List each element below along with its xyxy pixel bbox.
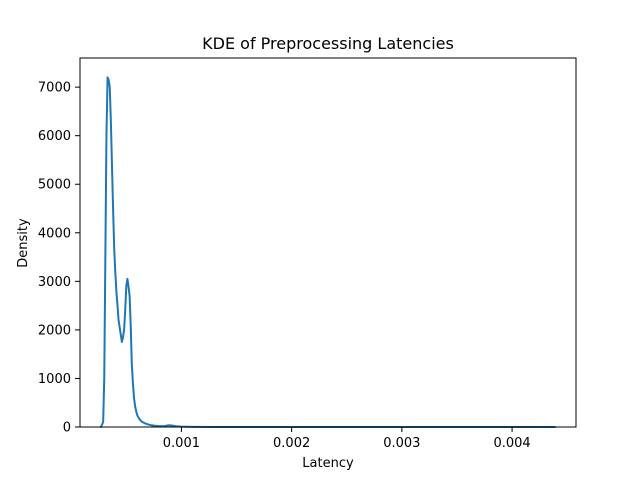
y-tick-label: 3000 xyxy=(38,275,71,290)
y-axis-label: Density xyxy=(16,218,31,268)
y-tick-label: 7000 xyxy=(38,81,71,96)
y-tick-label: 0 xyxy=(63,421,71,436)
x-axis: 0.001 0.002 0.003 0.004 xyxy=(163,427,531,451)
y-tick-label: 1000 xyxy=(38,372,71,387)
y-tick-label: 2000 xyxy=(38,323,71,338)
chart-title: KDE of Preprocessing Latencies xyxy=(202,34,454,53)
x-axis-label: Latency xyxy=(302,456,354,471)
plot-frame xyxy=(79,57,577,428)
x-tick-label: 0.002 xyxy=(273,436,310,451)
y-tick-label: 5000 xyxy=(38,178,71,193)
y-tick-label: 4000 xyxy=(38,226,71,241)
y-tick-label: 6000 xyxy=(38,129,71,144)
x-tick-label: 0.001 xyxy=(163,436,200,451)
x-tick-label: 0.003 xyxy=(383,436,420,451)
y-axis: 0 1000 2000 3000 4000 5000 6000 7000 xyxy=(38,81,80,436)
x-tick-label: 0.004 xyxy=(493,436,530,451)
